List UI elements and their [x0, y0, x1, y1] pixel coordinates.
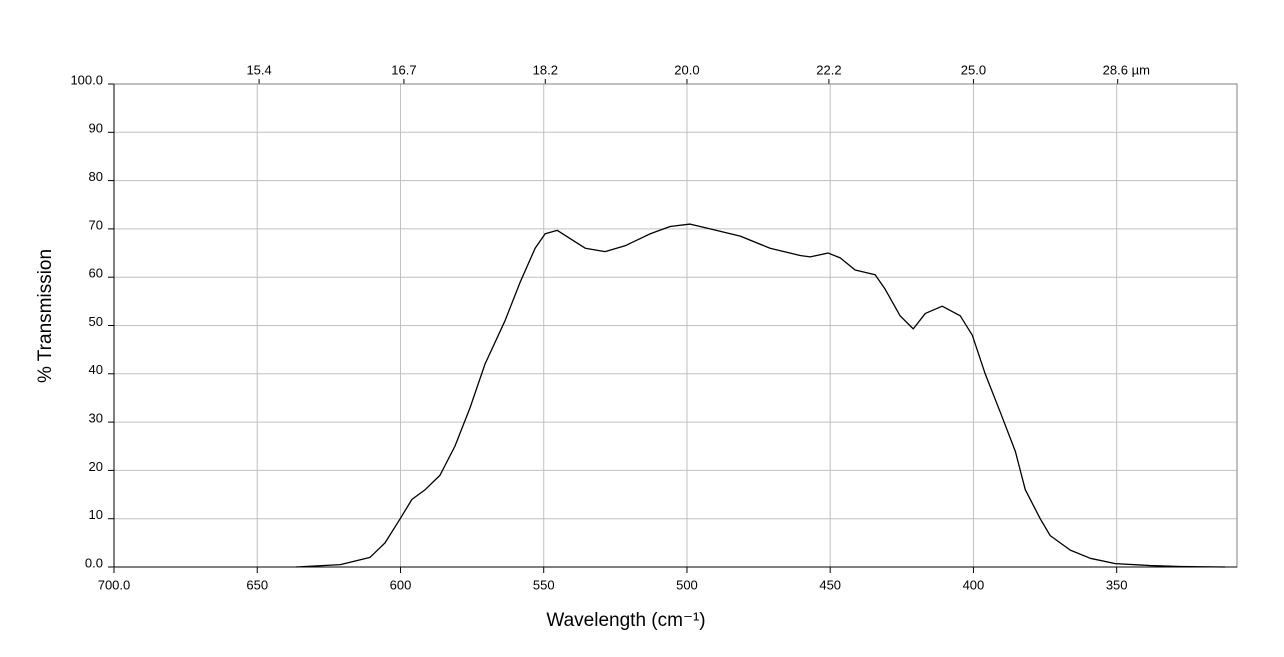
x2-tick-label: 28.6 µm [1103, 62, 1150, 77]
x-axis-title: Wavelength (cm⁻¹) [546, 610, 705, 631]
y-tick-label: 40 [89, 362, 103, 377]
y-tick-label: 100.0 [70, 72, 103, 87]
y-tick-label: 30 [89, 411, 103, 426]
y-tick-label: 10 [89, 507, 103, 522]
y-tick-label: 0.0 [85, 555, 103, 570]
x-tick-label: 400 [963, 577, 985, 592]
x2-tick-label: 22.2 [816, 62, 841, 77]
y-tick-label: 90 [89, 121, 103, 136]
x-tick-label: 650 [246, 577, 268, 592]
x-tick-label: 350 [1106, 577, 1128, 592]
data-line [296, 223, 1226, 568]
y-tick-label: 70 [89, 217, 103, 232]
x-tick-label: 450 [819, 577, 841, 592]
x2-tick-label: 18.2 [533, 62, 558, 77]
y-axis-title: % Transmission [35, 249, 56, 383]
y-tick-label: 80 [89, 169, 103, 184]
y-tick-label: 20 [89, 459, 103, 474]
x2-tick-label: 15.4 [246, 62, 271, 77]
x2-tick-label: 25.0 [961, 62, 986, 77]
x-tick-label: 550 [533, 577, 555, 592]
x-tick-label: 700.0 [98, 577, 131, 592]
x2-tick-label: 20.0 [674, 62, 699, 77]
y-tick-label: 50 [89, 314, 103, 329]
x2-tick-label: 16.7 [391, 62, 416, 77]
x-tick-label: 600 [390, 577, 412, 592]
x-tick-label: 500 [676, 577, 698, 592]
y-tick-label: 60 [89, 266, 103, 281]
